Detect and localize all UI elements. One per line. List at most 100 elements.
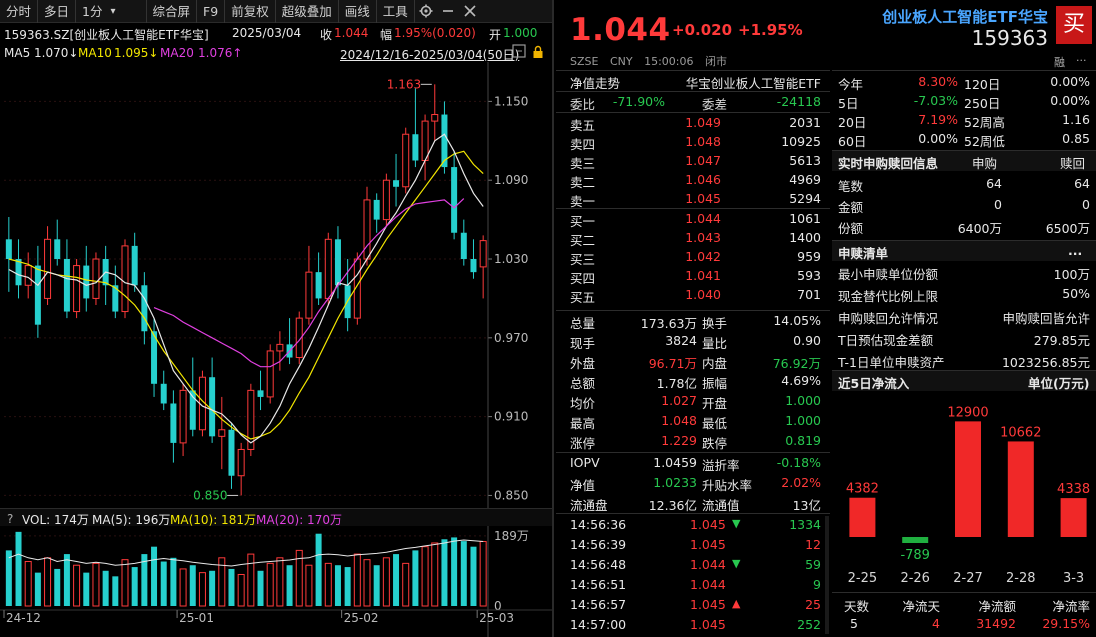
help-icon[interactable]: ? — [4, 511, 18, 528]
creation-list-label: 申购赎回允许情况 — [838, 311, 939, 326]
ask-row[interactable]: 卖一 1.045 5294 — [570, 190, 825, 209]
open-value: 1.000 — [503, 26, 538, 40]
price-change: +0.020 — [672, 21, 733, 39]
perf-row: 60日 0.00% 52周低 0.85 — [838, 129, 1090, 149]
bid-row[interactable]: 买三 1.042 959 — [570, 248, 825, 267]
ask-row[interactable]: 卖四 1.048 10925 — [570, 133, 825, 152]
realtime-row: 份额 6400万 6500万 — [838, 216, 1090, 236]
candle-body — [451, 167, 458, 233]
x-tick-label: 25-03 — [479, 611, 514, 625]
volume-bar — [44, 557, 52, 607]
volume-bar — [218, 557, 226, 607]
lock-icon[interactable] — [532, 45, 544, 62]
candle-body — [382, 179, 390, 221]
bar-date: 2025/03/04 — [232, 26, 302, 40]
nav-trend-row[interactable]: 净值走势 华宝创业板人工智能ETF — [570, 72, 825, 91]
candlestick-chart[interactable]: 1.150 1.090 1.030 0.970 0.910 0.850 1.163 0.850 — [0, 62, 552, 508]
list-more-button[interactable]: ... — [1068, 243, 1083, 258]
weicha-value: -24118 — [776, 94, 821, 109]
ma5-label: MA5 — [4, 46, 31, 60]
stat-row: 外盘 96.71万 内盘 76.92万 — [570, 352, 825, 371]
volume-bar — [247, 553, 255, 607]
tab-multiday[interactable]: 多日 — [38, 0, 77, 23]
realtime-col-redeem: 赎回 — [1060, 156, 1086, 171]
bid-row[interactable]: 买一 1.044 1061 — [570, 210, 825, 229]
gear-icon[interactable] — [415, 0, 437, 23]
stat-label: 换手 — [702, 316, 728, 331]
ask-price: 1.047 — [685, 153, 721, 168]
vol-ma5: MA(5): 196万 — [92, 513, 171, 527]
stat-row: 总量 173.63万 换手 14.05% — [570, 312, 825, 331]
bid-row[interactable]: 买二 1.043 1400 — [570, 229, 825, 248]
ask-volume: 10925 — [781, 134, 821, 149]
tick-row[interactable]: 14:56:51 1.044 9 — [570, 576, 825, 595]
creation-list-row: T-1日单位申赎资产 1023256.85元 — [838, 350, 1090, 370]
volume-chart[interactable]: 189万 0 24-12 25-01 25-02 25-03 — [0, 526, 552, 637]
bid-price: 1.040 — [685, 287, 721, 302]
tick-row[interactable]: 14:56:57 1.045 ▲ 25 — [570, 596, 825, 615]
panel-divider[interactable] — [552, 0, 554, 637]
ask-row[interactable]: 卖二 1.046 4969 — [570, 171, 825, 190]
period-dropdown-icon[interactable]: ▾ — [108, 0, 147, 23]
volume-bar — [209, 570, 216, 606]
tick-row[interactable]: 14:57:00 1.045 252 — [570, 616, 825, 635]
candle-body — [266, 350, 274, 398]
tab-intraday[interactable]: 分时 — [0, 0, 39, 23]
period-select[interactable]: 1分 — [82, 3, 103, 19]
ask-label: 卖三 — [570, 156, 596, 171]
tick-row[interactable]: 14:56:39 1.045 12 — [570, 536, 825, 555]
f9-button[interactable]: F9 — [197, 0, 226, 23]
bid-volume: 1400 — [789, 230, 821, 245]
candle-body — [5, 239, 12, 260]
stat-value: 14.05% — [773, 313, 821, 328]
bid-label: 买二 — [570, 233, 596, 248]
candle-body — [92, 258, 100, 299]
minus-icon[interactable] — [437, 0, 459, 23]
market-status: 闭市 — [705, 55, 727, 68]
bid-row[interactable]: 买五 1.040 701 — [570, 286, 825, 305]
perf-label: 120日 — [964, 77, 1001, 92]
volume-bar — [160, 561, 167, 606]
stat-value: 1.000 — [785, 413, 821, 428]
tools-button[interactable]: 工具 — [377, 0, 415, 23]
realtime-label: 笔数 — [838, 179, 864, 194]
tick-price: 1.045 — [690, 617, 726, 632]
tick-price: 1.045 — [690, 597, 726, 612]
more-icon[interactable]: ··· — [1076, 54, 1087, 67]
creation-list-label: T-1日单位申赎资产 — [838, 355, 945, 370]
creation-list-row: 申购赎回允许情况 申购赎回皆允许 — [838, 306, 1090, 326]
tick-scrollbar[interactable] — [825, 516, 829, 634]
realtime-col-subscribe: 申购 — [972, 156, 998, 171]
stat-label: 内盘 — [702, 356, 728, 371]
iopv-value: 1.0459 — [653, 455, 697, 470]
zoom-icon[interactable] — [512, 44, 526, 61]
arrow-down-icon: ▼ — [732, 517, 741, 530]
close-icon[interactable] — [459, 0, 481, 23]
candle-body — [189, 390, 196, 430]
buy-button[interactable]: 买 — [1056, 6, 1092, 44]
tick-volume: 25 — [805, 597, 821, 612]
summary-value: 31492 — [976, 616, 1016, 631]
super-overlay-button[interactable]: 超级叠加 — [276, 0, 339, 23]
composite-screen-button[interactable]: 综合屏 — [147, 0, 198, 23]
tick-row[interactable]: 14:56:48 1.044 ▼ 59 — [570, 556, 825, 575]
realtime-redeem: 6500万 — [1045, 221, 1090, 236]
bid-row[interactable]: 买四 1.041 593 — [570, 267, 825, 286]
candle-body — [237, 448, 245, 477]
forward-adjust-button[interactable]: 前复权 — [225, 0, 276, 23]
volume-bar — [179, 568, 187, 607]
inflow-value-label: 12900 — [947, 405, 988, 420]
draw-line-button[interactable]: 画线 — [339, 0, 377, 23]
date-range[interactable]: 2024/12/16-2025/03/04(50日) — [340, 48, 520, 62]
security-code-name: 159363.SZ[创业板人工智能ETF华宝] — [4, 28, 209, 42]
ask-row[interactable]: 卖五 1.049 2031 — [570, 114, 825, 133]
ma-legend: MA5 1.070↓ MA10 1.095↓ MA20 1.076↑ 2024/… — [0, 44, 552, 62]
candle-body — [228, 429, 235, 476]
iopv-row: IOPV 1.0459 溢折率 -0.18% — [570, 454, 825, 473]
summary-value-row: 5 4 31492 29.15% — [838, 614, 1090, 634]
tick-price: 1.044 — [690, 557, 726, 572]
nav-trend-label[interactable]: 净值走势 — [570, 76, 621, 91]
ask-row[interactable]: 卖三 1.047 5613 — [570, 152, 825, 171]
tick-row[interactable]: 14:56:36 1.045 ▼ 1334 — [570, 516, 825, 535]
stat-label: 外盘 — [570, 356, 596, 371]
